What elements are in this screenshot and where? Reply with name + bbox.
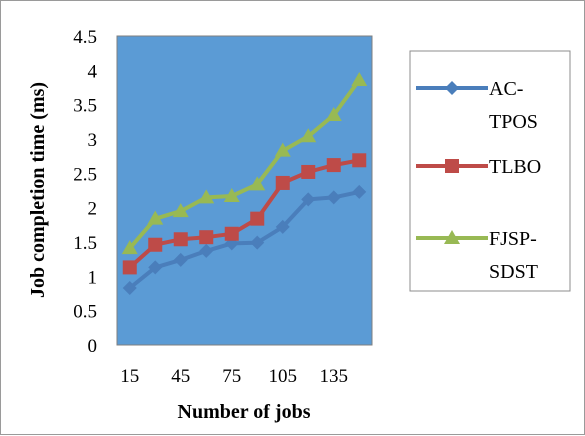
ac-tpos-data-point [326,190,341,205]
legend: AC- TPOS TLBO FJSP- SDST [416,78,541,283]
legend-label: SDST [489,261,538,283]
ac-tpos-data-point [148,260,163,275]
fjsp-sdst-data-point [121,240,138,255]
tlbo-data-point [173,232,188,247]
x-axis-title: Number of jobs [178,401,311,423]
fjsp-sdst-data-point [249,176,266,191]
tlbo-series-line [128,158,360,269]
x-tick-label: 135 [320,366,349,387]
y-tick-label: 2.5 [73,164,97,185]
y-tick-label: 1 [88,267,98,288]
legend-label: FJSP- [489,228,537,250]
y-tick-label: 0 [88,336,98,357]
legend-label: AC- [489,78,523,100]
fjsp-sdst-data-point [274,142,291,157]
legend-box [409,50,571,292]
legend-label: TLBO [489,156,541,178]
ac-tpos-data-point [250,235,265,250]
tlbo-data-point [199,230,214,245]
x-tick-label: 75 [222,366,241,387]
y-tick-label: 3 [88,130,98,151]
fjsp-sdst-data-point [300,128,317,143]
fjsp-sdst-data-point [223,187,240,202]
legend-diamond-marker [445,81,459,95]
fjsp-sdst-data-point [198,189,215,204]
ac-tpos-data-point [173,252,188,267]
ac-tpos-data-point [301,192,316,207]
tlbo-data-point [275,175,290,190]
y-tick-label: 4.5 [73,27,97,48]
legend-square-marker [445,159,459,173]
ac-tpos-data-point [352,184,367,199]
fjsp-sdst-data-point [351,71,368,86]
y-tick-label: 4 [88,61,98,82]
x-tick-label: 45 [171,366,190,387]
ac-tpos-data-point [275,219,290,234]
y-tick-label: 3.5 [73,96,97,117]
ac-tpos-series-line [128,189,360,290]
tlbo-data-point [250,211,265,226]
tlbo-data-point [148,237,163,252]
ac-tpos-data-point [199,243,214,258]
fjsp-sdst-data-point [172,203,189,218]
y-tick-label: 2 [88,199,98,220]
tlbo-data-point [352,153,367,168]
y-tick-labels: 0 0.5 1 1.5 2 2.5 3 3.5 4 4.5 [73,27,97,357]
tlbo-data-point [326,158,341,173]
series-markers [121,71,368,296]
tlbo-data-point [122,260,137,275]
tlbo-data-point [301,164,316,179]
ac-tpos-data-point [122,281,137,296]
legend-triangle-marker [444,230,460,244]
x-tick-label: 105 [269,366,298,387]
fjsp-sdst-series-line [128,78,361,250]
y-tick-label: 1.5 [73,233,97,254]
x-tick-label: 15 [120,366,139,387]
x-tick-labels: 15 45 75 105 135 [120,366,348,387]
y-tick-label: 0.5 [73,302,97,323]
fjsp-sdst-data-point [147,210,164,225]
legend-label: TPOS [489,111,538,133]
series-lines [128,78,361,290]
fjsp-sdst-data-point [325,106,342,121]
y-axis-title: Job completion time (ms) [27,82,49,298]
tlbo-data-point [224,226,239,241]
